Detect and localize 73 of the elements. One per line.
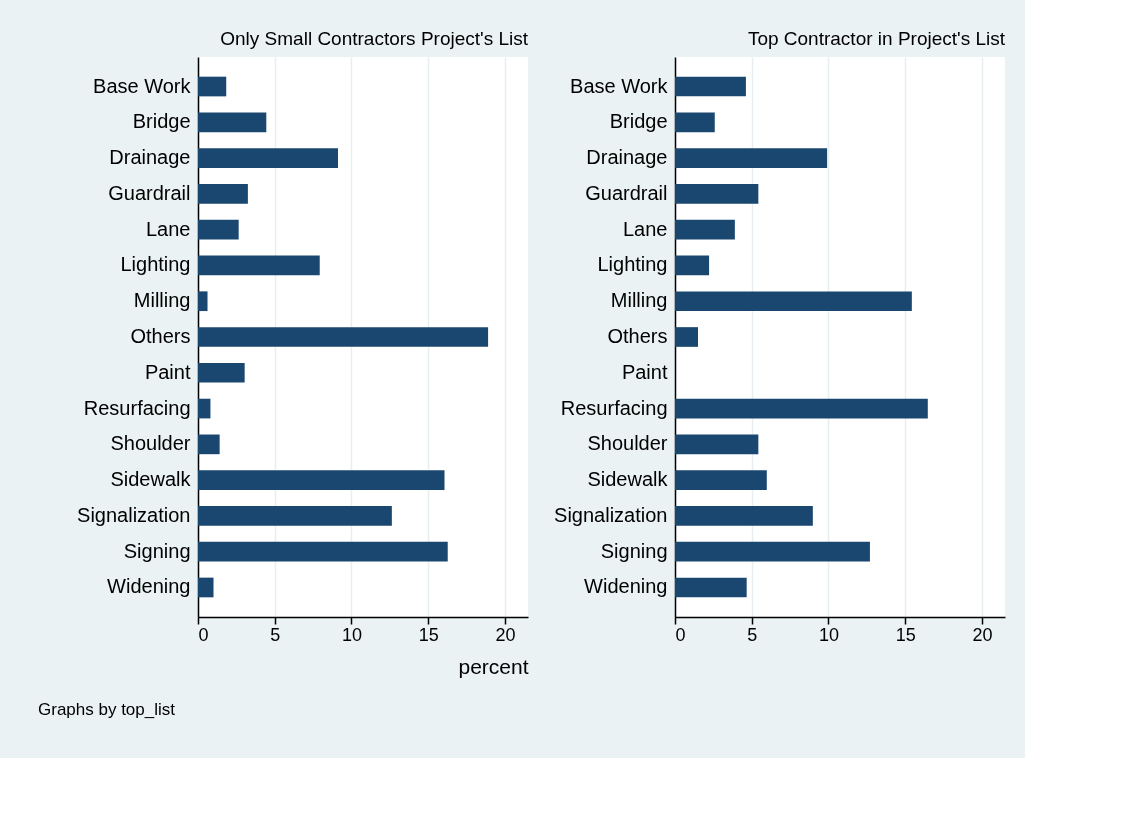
bar bbox=[675, 577, 747, 598]
y-tick-label: Shoulder bbox=[587, 432, 668, 455]
bar bbox=[675, 398, 928, 419]
y-tick-label: Lane bbox=[623, 217, 668, 240]
x-tick-label: 10 bbox=[341, 624, 362, 645]
bar bbox=[198, 184, 248, 204]
chart-title: Top Contractor in Project's List bbox=[747, 28, 1006, 49]
bar bbox=[675, 541, 870, 562]
bar bbox=[675, 470, 767, 490]
y-tick-label: Base Work bbox=[570, 74, 669, 97]
y-tick-label: Lane bbox=[146, 217, 191, 240]
y-tick-label: Others bbox=[607, 325, 668, 347]
y-tick-label: Shoulder bbox=[110, 432, 191, 455]
x-tick-label: 15 bbox=[418, 624, 439, 645]
bar bbox=[198, 434, 220, 455]
y-tick-label: Resurfacing bbox=[83, 396, 191, 419]
y-tick-label: Signalization bbox=[554, 503, 668, 526]
x-axis-title: percent bbox=[458, 654, 529, 678]
bar bbox=[198, 577, 214, 598]
y-tick-label: Bridge bbox=[609, 110, 668, 133]
bar bbox=[675, 148, 828, 168]
bar bbox=[198, 291, 208, 312]
bar bbox=[675, 291, 912, 312]
y-tick-label: Signalization bbox=[77, 503, 191, 526]
bar bbox=[198, 541, 448, 562]
x-tick-label: 10 bbox=[818, 624, 839, 645]
bar bbox=[675, 219, 735, 240]
bar bbox=[675, 76, 746, 97]
y-tick-label: Lighting bbox=[120, 253, 191, 276]
x-tick-label: 0 bbox=[675, 624, 686, 645]
bar bbox=[675, 327, 699, 347]
y-tick-label: Milling bbox=[133, 289, 191, 312]
x-tick-label: 20 bbox=[495, 624, 516, 645]
y-tick-label: Widening bbox=[107, 575, 191, 598]
bar bbox=[198, 148, 338, 168]
y-tick-label: Paint bbox=[621, 360, 668, 383]
bar bbox=[198, 76, 227, 97]
chart-title: Only Small Contractors Project's List bbox=[220, 28, 529, 49]
y-tick-label: Sidewalk bbox=[110, 468, 192, 491]
bar bbox=[198, 470, 445, 490]
y-tick-label: Guardrail bbox=[108, 181, 191, 204]
bar bbox=[198, 327, 489, 347]
y-tick-label: Widening bbox=[584, 575, 668, 598]
bar bbox=[675, 112, 715, 133]
bar bbox=[198, 112, 267, 133]
y-tick-label: Sidewalk bbox=[587, 468, 669, 491]
x-tick-label: 0 bbox=[198, 624, 209, 645]
bar bbox=[198, 255, 320, 276]
x-tick-label: 5 bbox=[270, 624, 281, 645]
y-tick-label: Resurfacing bbox=[560, 396, 668, 419]
y-tick-label: Lighting bbox=[597, 253, 668, 276]
y-tick-label: Signing bbox=[600, 539, 668, 562]
x-tick-label: 15 bbox=[895, 624, 916, 645]
bar bbox=[198, 219, 239, 240]
bar bbox=[675, 255, 710, 276]
bar bbox=[198, 506, 392, 526]
y-tick-label: Others bbox=[130, 325, 191, 347]
y-tick-label: Paint bbox=[144, 360, 191, 383]
bar bbox=[198, 398, 211, 419]
bar bbox=[675, 434, 759, 455]
text: Graphs by top_list bbox=[38, 700, 176, 719]
bar bbox=[675, 184, 759, 204]
bar bbox=[675, 506, 813, 526]
y-tick-label: Bridge bbox=[132, 110, 191, 133]
y-tick-label: Drainage bbox=[109, 146, 191, 169]
x-tick-label: 20 bbox=[972, 624, 993, 645]
y-tick-label: Drainage bbox=[586, 146, 668, 169]
bar bbox=[198, 362, 245, 383]
y-tick-label: Base Work bbox=[93, 74, 192, 97]
y-tick-label: Milling bbox=[610, 289, 668, 312]
x-tick-label: 5 bbox=[747, 624, 758, 645]
y-tick-label: Signing bbox=[123, 539, 191, 562]
y-tick-label: Guardrail bbox=[585, 181, 668, 204]
